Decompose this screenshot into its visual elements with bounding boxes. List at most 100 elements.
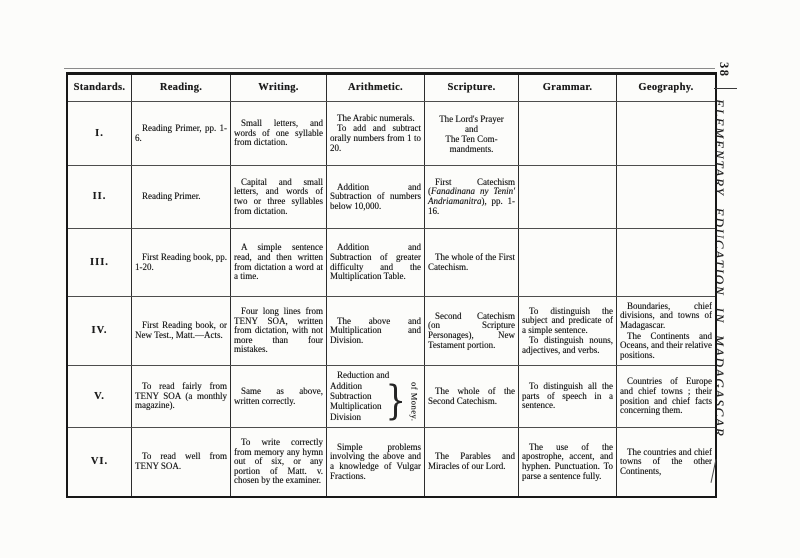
column-header-grammar: Grammar. xyxy=(519,75,617,101)
table-row: V. To read fairly from TENY SOA (a monthl… xyxy=(68,366,715,428)
cell-arithmetic: Addition and Subtraction of greater diff… xyxy=(327,229,425,296)
cell-geography xyxy=(617,166,715,228)
table-row: I. Reading Primer, pp. 1-6. Small letters,… xyxy=(68,102,715,166)
line: The Lord's Prayer xyxy=(439,113,504,124)
brace-items: Addition Subtraction Multiplication Divisio… xyxy=(330,381,382,422)
cell-reading: Reading Primer, pp. 1-6. xyxy=(132,102,231,165)
cell-standard: III. xyxy=(68,229,132,296)
table-row: IV. First Reading book, or New Test., Mat… xyxy=(68,297,715,366)
cell-scripture: First Catechism (Fanadinana ny Tenin' An… xyxy=(425,166,519,228)
table-top-hairline xyxy=(64,68,715,69)
paragraph: Reading Primer, pp. 1-6. xyxy=(135,122,227,143)
column-header-arithmetic: Arithmetic. xyxy=(327,75,425,101)
paragraph: Addition and Subtraction of numbers belo… xyxy=(330,181,421,211)
brace-item: Subtraction xyxy=(330,391,372,402)
cell-standard: VI. xyxy=(68,428,132,496)
table-header-row: Standards. Reading. Writing. Arithmetic. Scr… xyxy=(68,75,715,102)
paragraph: The whole of the Second Catechism. xyxy=(428,385,515,406)
paragraph: To distinguish all the parts of speech i… xyxy=(522,381,613,411)
line: and xyxy=(465,123,478,134)
paragraph: The above and Multiplication and Divisio… xyxy=(330,315,421,345)
cell-reading: First Reading book, pp. 1-20. xyxy=(132,229,231,296)
brace-item: Multiplication xyxy=(330,401,382,412)
cell-grammar: The use of the apostrophe, accent, and h… xyxy=(519,428,617,496)
page-number: 38 xyxy=(717,62,731,78)
paragraph: Same as above, written correctly. xyxy=(234,385,323,406)
column-header-scripture: Scripture. xyxy=(425,75,519,101)
cell-scripture: The Parables and Miracles of our Lord. xyxy=(425,428,519,496)
brace-item: Division xyxy=(330,411,362,422)
cell-geography: Boundaries, chief divisions, and towns o… xyxy=(617,297,715,365)
paragraph: The Continents and Oceans, and their rel… xyxy=(620,330,712,360)
brace-item: Addition xyxy=(330,380,363,391)
cell-writing: Capital and small letters, and words of … xyxy=(231,166,327,228)
cell-geography xyxy=(617,102,715,165)
paragraph: To distinguish the subject and predicate… xyxy=(522,305,613,335)
cell-grammar: To distinguish the subject and predicate… xyxy=(519,297,617,365)
cell-standard: II. xyxy=(68,166,132,228)
standards-table: Standards. Reading. Writing. Arithmetic. Scr… xyxy=(66,72,717,498)
table-row: II. Reading Primer. Capital and small lett… xyxy=(68,166,715,229)
paragraph: A simple sentence read, and then written… xyxy=(234,242,323,282)
paragraph: Capital and small letters, and words of … xyxy=(234,176,323,216)
cell-writing: Same as above, written correctly. xyxy=(231,366,327,427)
paragraph: The Arabic numerals. xyxy=(337,112,415,123)
line: mandments. xyxy=(449,143,494,154)
cell-standard: V. xyxy=(68,366,132,427)
cell-writing: Small letters, and words of one syllable… xyxy=(231,102,327,165)
paragraph: To add and subtract orally numbers from … xyxy=(330,123,421,153)
paragraph: To read well from TENY SOA. xyxy=(135,451,227,471)
cell-scripture: Second Catechism (on Scripture Personage… xyxy=(425,297,519,365)
cell-writing: A simple sentence read, and then written… xyxy=(231,229,327,296)
column-header-geography: Geography. xyxy=(638,82,694,93)
cell-writing: To write correctly from memory any hymn … xyxy=(231,428,327,496)
cell-scripture: The whole of the First Catechism. xyxy=(425,229,519,296)
paragraph: Small letters, and words of one syllable… xyxy=(234,118,323,148)
paragraph: To write correctly from memory any hymn … xyxy=(234,437,323,486)
cell-grammar xyxy=(519,102,617,165)
brace-row: Addition Subtraction Multiplication Divisio… xyxy=(330,381,421,422)
paragraph: First Catechism (Fanadinana ny Tenin' An… xyxy=(428,176,515,216)
brace-label: of Money. xyxy=(409,381,420,421)
cell-arithmetic: Reduction and Addition Subtraction Multipli… xyxy=(327,366,425,427)
cell-reading: To read well from TENY SOA. xyxy=(132,428,231,496)
cell-reading: First Reading book, or New Test., Matt.—… xyxy=(132,297,231,365)
cell-scripture: The whole of the Second Catechism. xyxy=(425,366,519,427)
paragraph: Countries of Europe and chief towns ; th… xyxy=(620,376,712,416)
cell-arithmetic: The above and Multiplication and Divisio… xyxy=(327,297,425,365)
page-number-rule xyxy=(714,88,737,89)
line: The Ten Com- xyxy=(445,133,498,144)
paragraph: The whole of the First Catechism. xyxy=(428,251,515,272)
paragraph: Four long lines from TENY SOA, written f… xyxy=(234,306,323,355)
cell-reading: Reading Primer. xyxy=(132,166,231,228)
cell-writing: Four long lines from TENY SOA, written f… xyxy=(231,297,327,365)
cell-geography xyxy=(617,229,715,296)
paragraph: First Reading book, pp. 1-20. xyxy=(135,251,227,272)
table-row: III. First Reading book, pp. 1-20. A simpl… xyxy=(68,229,715,297)
cell-reading: To read fairly from TENY SOA (a monthly … xyxy=(132,366,231,427)
paragraph: To read fairly from TENY SOA (a monthly … xyxy=(135,381,227,411)
paragraph: Second Catechism (on Scripture Personage… xyxy=(428,310,515,350)
cell-scripture: The Lord's Prayer and The Ten Com-mandment… xyxy=(425,102,519,165)
cell-geography: Countries of Europe and chief towns ; th… xyxy=(617,366,715,427)
centered-lines: The Lord's Prayer and The Ten Com-mandment… xyxy=(428,114,515,154)
column-header-standards: Standards. xyxy=(68,75,132,101)
cell-arithmetic: Addition and Subtraction of numbers belo… xyxy=(327,166,425,228)
running-head: ELEMENTARY EDUCATION IN MADAGASCAR. xyxy=(712,99,727,443)
cell-grammar: To distinguish all the parts of speech i… xyxy=(519,366,617,427)
paragraph: Boundaries, chief divisions, and towns o… xyxy=(620,300,712,330)
column-header-reading: Reading. xyxy=(132,75,231,101)
table-row: VI. To read well from TENY SOA. To write c… xyxy=(68,428,715,496)
brace-intro: Reduction and xyxy=(337,370,390,381)
paragraph: First Reading book, or New Test., Matt.—… xyxy=(135,320,227,340)
cell-grammar xyxy=(519,229,617,296)
paragraph: The use of the apostrophe, accent, and h… xyxy=(522,441,613,481)
cell-grammar xyxy=(519,166,617,228)
cell-geography: The countries and chief towns of the oth… xyxy=(617,428,715,496)
cell-arithmetic: The Arabic numerals. To add and subtract … xyxy=(327,102,425,165)
paragraph: Reading Primer. xyxy=(142,191,201,202)
paragraph: Addition and Subtraction of greater diff… xyxy=(330,242,421,282)
paragraph: Simple problems involving the above and … xyxy=(330,441,421,481)
cell-standard: IV. xyxy=(68,297,132,365)
paragraph: The Parables and Miracles of our Lord. xyxy=(428,451,515,471)
